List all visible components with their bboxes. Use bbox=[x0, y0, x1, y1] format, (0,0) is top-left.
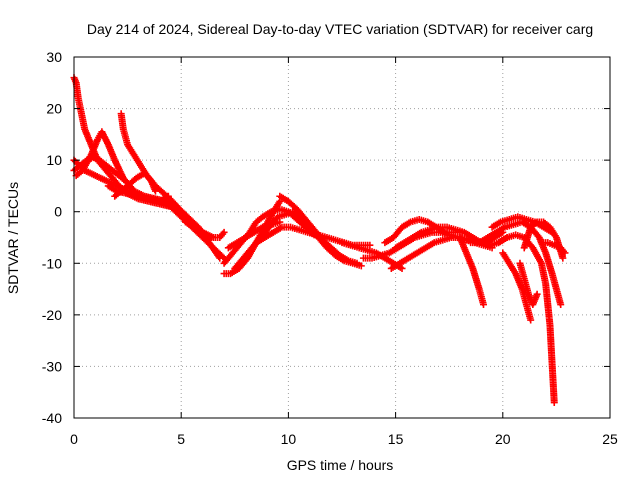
series-arc21 bbox=[456, 234, 488, 309]
y-axis-label: SDTVAR / TECUs bbox=[5, 182, 21, 294]
series-markers bbox=[499, 249, 535, 324]
series-markers bbox=[70, 156, 228, 262]
chart-title: Day 214 of 2024, Sidereal Day-to-day VTE… bbox=[87, 21, 593, 37]
series-arc24 bbox=[499, 249, 535, 324]
series-arc8 bbox=[181, 218, 228, 241]
series-arc7 bbox=[104, 182, 172, 205]
x-tick-label: 20 bbox=[495, 431, 511, 447]
y-tick-label: 10 bbox=[46, 152, 62, 168]
y-tick-label: -10 bbox=[42, 255, 62, 271]
series-markers bbox=[181, 218, 228, 241]
series-markers bbox=[495, 231, 558, 407]
y-tick-label: -30 bbox=[42, 358, 62, 374]
y-tick-label: 0 bbox=[54, 204, 62, 220]
series-markers bbox=[104, 182, 172, 205]
y-tick-label: 30 bbox=[46, 49, 62, 65]
x-axis-label: GPS time / hours bbox=[287, 457, 394, 473]
y-tick-label: 20 bbox=[46, 101, 62, 117]
series-arc27 bbox=[537, 239, 569, 257]
x-tick-label: 0 bbox=[70, 431, 78, 447]
series-arc5 bbox=[117, 110, 194, 226]
grid-lines bbox=[74, 57, 610, 418]
data-points bbox=[70, 74, 569, 407]
x-tick-label: 10 bbox=[281, 431, 297, 447]
x-tick-label: 25 bbox=[602, 431, 618, 447]
plot-frame bbox=[73, 56, 611, 419]
y-tick-label: -40 bbox=[42, 410, 62, 426]
series-markers bbox=[516, 259, 541, 309]
x-tick-label: 15 bbox=[388, 431, 404, 447]
series-arc23 bbox=[495, 231, 558, 407]
x-tick-label: 5 bbox=[177, 431, 185, 447]
series-arc28 bbox=[516, 259, 541, 309]
series-markers bbox=[117, 110, 194, 226]
y-tick-label: -20 bbox=[42, 307, 62, 323]
series-markers bbox=[456, 234, 488, 309]
series-markers bbox=[537, 239, 569, 257]
axis-ticks: 0 5 10 15 20 25 -40 -30 -20 -10 0 10 20 30 bbox=[42, 49, 618, 447]
series-arc4 bbox=[70, 156, 228, 262]
